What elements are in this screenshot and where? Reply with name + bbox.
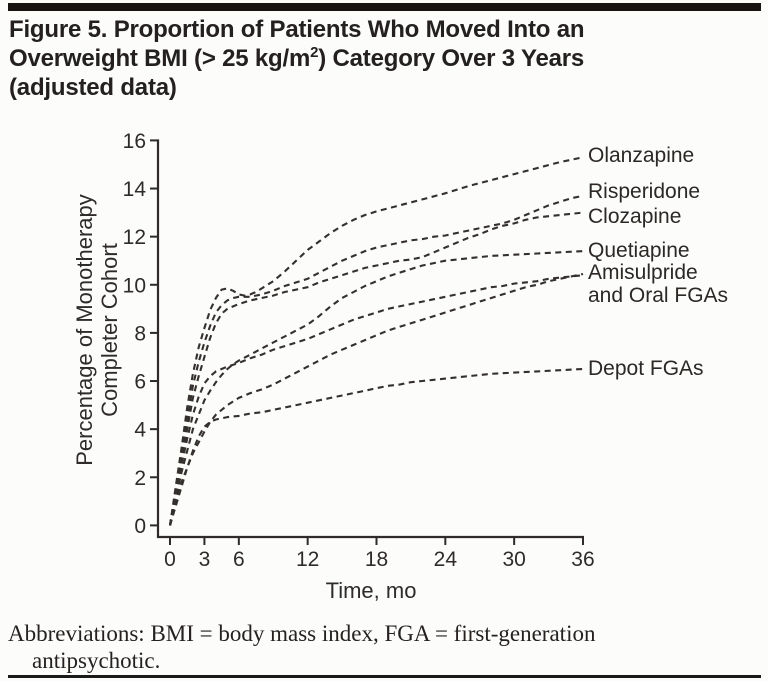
series-label-quetiapine: Quetiapine xyxy=(588,239,690,262)
curve-clozapine xyxy=(168,211,584,526)
curve-risperidone xyxy=(168,194,584,526)
curve-olanzapine xyxy=(168,156,584,526)
y-tick-label: 0 xyxy=(134,515,146,538)
y-tick-label: 8 xyxy=(134,322,146,345)
x-tick-label: 3 xyxy=(199,548,211,571)
figure-title-line2: Overweight BMI (> 25 kg/m2) Category Ove… xyxy=(9,44,585,72)
series-label-olanzapine: Olanzapine xyxy=(588,144,695,167)
abbreviations-line1: Abbreviations: BMI = body mass index, FG… xyxy=(8,621,596,646)
figure-title-line3: (adjusted data) xyxy=(9,74,177,101)
figure-title-line1: Figure 5. Proportion of Patients Who Mov… xyxy=(9,16,585,43)
x-tick-label: 18 xyxy=(365,548,388,571)
curve-depot-fgas xyxy=(168,367,584,526)
x-tick-label: 30 xyxy=(502,548,525,571)
curve-quetiapine xyxy=(168,250,584,526)
y-tick-label: 4 xyxy=(134,419,146,442)
series-label-risperidone: Risperidone xyxy=(588,180,701,203)
top-rule-divider xyxy=(8,3,761,11)
series-label-clozapine: Clozapine xyxy=(588,205,682,228)
axis-lines xyxy=(156,139,584,539)
series-label-depot-fgas: Depot FGAs xyxy=(588,357,704,380)
curve-amisulpride-and-oral-fgas-curve-2 xyxy=(168,272,584,526)
superscript-2: 2 xyxy=(310,44,319,61)
y-tick-label: 14 xyxy=(123,178,147,201)
abbreviations-line2: antipsychotic. xyxy=(32,648,161,673)
x-tick-label: 0 xyxy=(164,548,176,571)
y-tick-label: 12 xyxy=(123,226,146,249)
x-tick-label: 12 xyxy=(296,548,319,571)
y-tick-label: 6 xyxy=(134,371,146,394)
curve-amisulpride-and-oral-fgas-curve-1 xyxy=(168,274,584,526)
y-axis-title: Percentage of Monotherapy Completer Coho… xyxy=(72,194,122,466)
y-tick-label: 2 xyxy=(134,467,146,490)
figure-title: Figure 5. Proportion of Patients Who Mov… xyxy=(9,15,759,102)
abbreviations-note: Abbreviations: BMI = body mass index, FG… xyxy=(8,620,758,674)
x-tick-label: 6 xyxy=(233,548,245,571)
bottom-rule-divider xyxy=(8,675,761,678)
series-label-amisulpride-oral-fgas: Amisulpride and Oral FGAs xyxy=(588,261,729,307)
y-tick-label: 10 xyxy=(123,274,146,297)
x-tick-label: 36 xyxy=(571,548,594,571)
y-tick-label: 16 xyxy=(123,130,146,153)
x-axis-title: Time, mo xyxy=(325,578,417,603)
x-tick-label: 24 xyxy=(434,548,458,571)
